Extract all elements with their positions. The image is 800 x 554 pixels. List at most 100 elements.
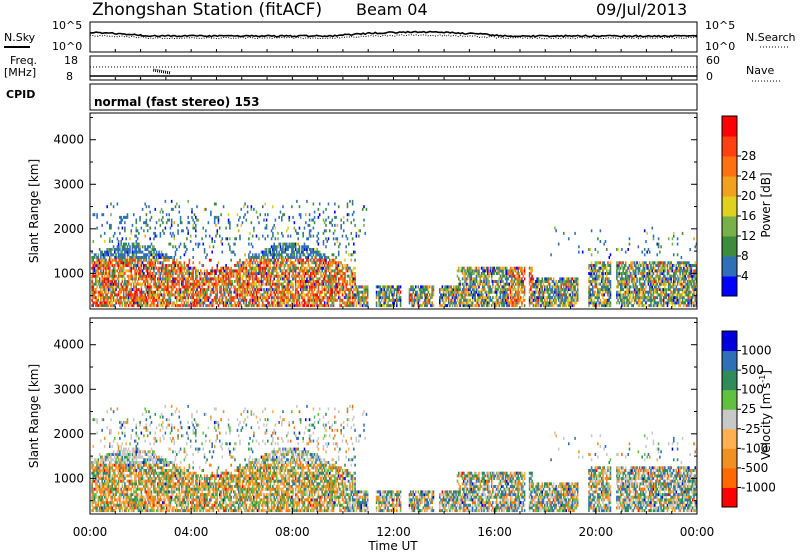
power-cell (286, 269, 288, 273)
power-cell (150, 242, 153, 246)
power-cell (593, 301, 595, 305)
power-cell (130, 304, 133, 308)
power-cell (557, 242, 560, 246)
power-cell (208, 234, 211, 238)
power-cell (305, 256, 307, 259)
power-cell (148, 293, 150, 297)
power-cell (213, 272, 216, 275)
power-cell (114, 298, 116, 302)
power-cell (301, 250, 303, 254)
power-cell (348, 253, 350, 257)
power-cell (546, 296, 549, 300)
power-cell (216, 266, 219, 270)
power-cell (251, 280, 254, 283)
power-cell (464, 274, 466, 278)
power-cell (281, 256, 283, 259)
power-cell (336, 272, 339, 275)
power-cell (162, 296, 164, 300)
power-cell (193, 213, 196, 217)
power-cell (112, 272, 115, 275)
power-cell (170, 207, 173, 211)
power-cell (157, 277, 159, 281)
power-cell (110, 226, 112, 230)
power-cell (299, 258, 302, 262)
power-cell (458, 290, 460, 294)
power-cell (272, 226, 274, 230)
power-cell (176, 282, 178, 286)
power-cell (225, 285, 227, 289)
power-cell (110, 282, 112, 286)
power-cell (351, 290, 354, 294)
power-cell (162, 301, 164, 305)
power-cell (293, 256, 296, 259)
power-cell (117, 301, 120, 305)
power-cell (506, 266, 508, 270)
power-cell (244, 293, 246, 297)
power-cell (479, 277, 482, 281)
power-cell (255, 266, 258, 270)
power-cell (598, 277, 600, 281)
power-cell (269, 280, 272, 283)
power-cell (248, 256, 250, 259)
power-cell (576, 277, 579, 281)
power-cell (112, 248, 115, 251)
power-cell (484, 282, 487, 286)
power-cell (263, 288, 265, 292)
power-cell (139, 274, 141, 278)
power-cell (316, 304, 318, 308)
power-cell (542, 304, 545, 308)
power-cell (258, 256, 260, 259)
power-cell (238, 272, 240, 275)
power-cell (140, 285, 143, 289)
power-cell (91, 280, 93, 283)
power-cell (489, 298, 492, 302)
power-cell (307, 272, 310, 275)
power-cell (303, 288, 306, 292)
power-cell (133, 256, 135, 259)
power-cell (148, 272, 150, 275)
power-cell (588, 301, 590, 305)
power-cell (121, 245, 124, 249)
power-cell (594, 269, 597, 273)
power-cell (107, 253, 110, 257)
power-cell (116, 245, 119, 249)
power-cell (531, 282, 533, 286)
power-cell (169, 256, 172, 259)
power-cell (253, 280, 255, 283)
power-cell (269, 293, 272, 297)
power-cell (97, 304, 100, 308)
power-cell (325, 229, 327, 233)
power-cell (320, 258, 322, 262)
power-cell (182, 290, 184, 294)
power-cell (215, 298, 217, 302)
power-cell (141, 290, 144, 294)
power-cell (473, 272, 475, 275)
power-cell (95, 253, 97, 257)
power-cell (270, 274, 273, 278)
power-cell (231, 280, 234, 283)
power-cell (115, 288, 117, 292)
power-cell (364, 298, 366, 302)
power-cell (274, 269, 277, 273)
power-cell (107, 250, 110, 254)
power-cell (240, 285, 243, 289)
power-cell (155, 250, 158, 254)
power-cell (93, 256, 96, 259)
power-cell (187, 231, 189, 235)
power-cell (308, 280, 311, 283)
power-cell (91, 298, 93, 302)
power-cell (124, 296, 126, 300)
power-cell (111, 301, 114, 305)
power-cell (363, 296, 365, 300)
power-cell (293, 221, 296, 225)
power-cell (120, 256, 122, 259)
power-cell (291, 245, 293, 249)
power-cell (475, 290, 478, 294)
power-cell (566, 285, 569, 289)
power-cell (127, 248, 130, 251)
freq-left-label-1: Freq. (10, 54, 37, 67)
power-cell (495, 280, 498, 283)
power-cell (95, 290, 97, 294)
power-cell (337, 280, 340, 283)
power-cell (165, 288, 168, 292)
